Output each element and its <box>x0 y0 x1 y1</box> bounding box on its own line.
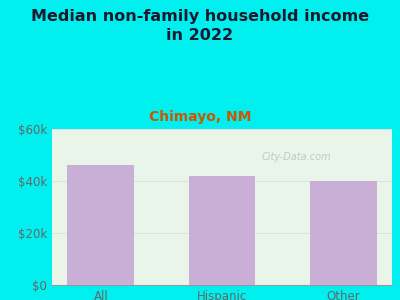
Text: Median non-family household income
in 2022: Median non-family household income in 20… <box>31 9 369 43</box>
Bar <box>310 181 376 285</box>
Text: Chimayo, NM: Chimayo, NM <box>149 110 251 124</box>
Text: City-Data.com: City-Data.com <box>262 152 332 162</box>
Bar <box>189 176 255 285</box>
Bar <box>68 165 134 285</box>
